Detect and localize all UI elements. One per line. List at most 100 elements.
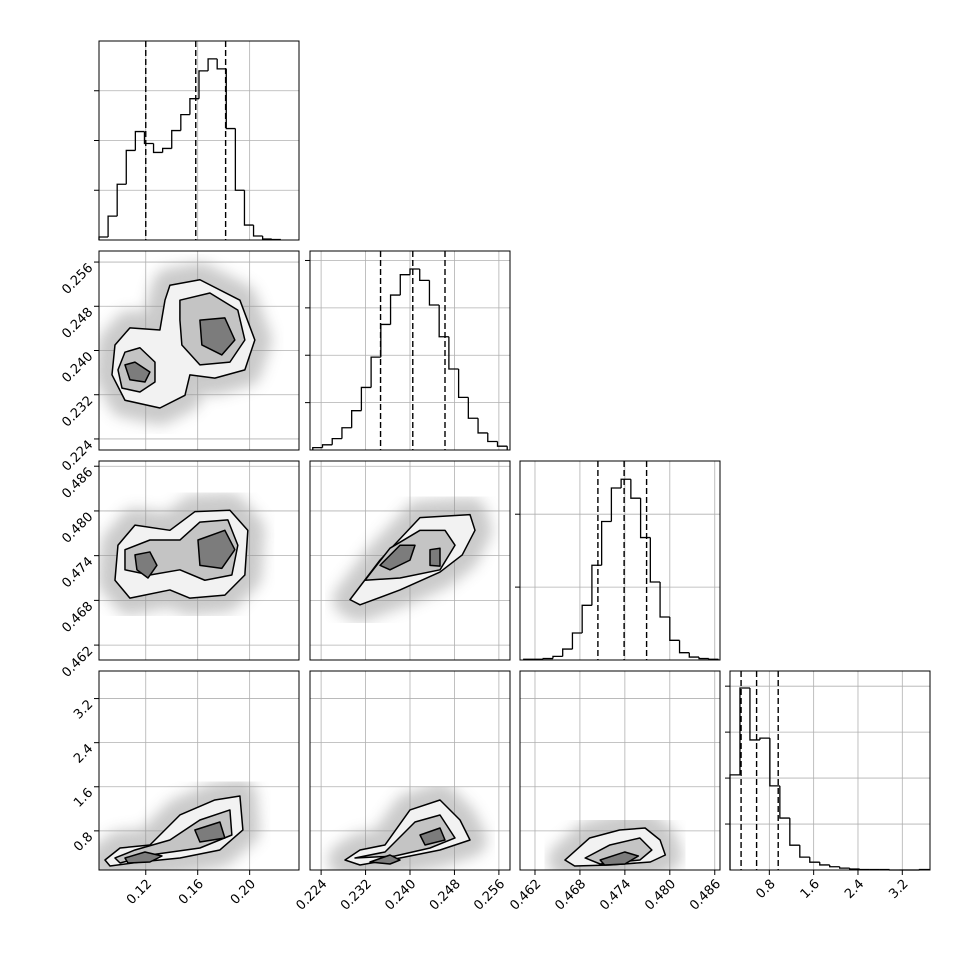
- hist-step: [659, 582, 670, 618]
- hist-step: [161, 147, 172, 153]
- hist-step: [571, 632, 583, 650]
- hist-step: [312, 446, 323, 450]
- hist-step: [116, 183, 127, 217]
- hist-step: [180, 113, 190, 131]
- hist-step: [419, 269, 430, 282]
- hist-step: [252, 225, 263, 237]
- y-tick-label: 0.480: [59, 510, 96, 547]
- x-tick-label: 1.6: [798, 877, 823, 902]
- contour: [369, 854, 401, 865]
- hist-step: [839, 866, 850, 869]
- contour: [124, 851, 163, 864]
- hist-step: [380, 323, 391, 358]
- x-tick-label: 3.2: [886, 877, 911, 902]
- contour: [199, 317, 236, 356]
- hist-step: [581, 604, 592, 634]
- hist-step: [207, 58, 218, 71]
- hist-step: [409, 268, 420, 275]
- hist-step: [331, 437, 342, 445]
- y-tick-label: 0.240: [59, 349, 96, 386]
- hist-step: [610, 487, 622, 522]
- hist-step: [639, 498, 651, 539]
- hist-step: [125, 149, 136, 185]
- hist-step: [261, 236, 272, 240]
- x-tick-label: 0.486: [687, 877, 724, 914]
- density-panel: [99, 262, 272, 425]
- panel-frame: [98, 670, 300, 871]
- hist-step: [171, 129, 181, 149]
- histogram: [98, 58, 282, 241]
- hist-step: [225, 68, 236, 130]
- contour: [379, 544, 416, 571]
- contour: [197, 529, 236, 570]
- hist-step: [789, 818, 800, 846]
- hist-step: [428, 280, 440, 306]
- x-tick-label: 0.12: [124, 877, 155, 908]
- contour: [134, 551, 158, 579]
- y-tick-label: 0.462: [59, 644, 96, 681]
- hist-step: [341, 427, 352, 439]
- hist-step: [600, 520, 612, 566]
- x-tick-label: 0.256: [471, 877, 508, 914]
- panel-frame: [519, 670, 721, 871]
- density-panel: [99, 493, 265, 616]
- hist-step: [849, 868, 860, 870]
- y-tick-label: 1.6: [71, 785, 96, 810]
- x-tick-label: 0.468: [552, 877, 589, 914]
- x-tick-label: 0.8: [753, 877, 778, 902]
- x-tick-label: 0.20: [228, 877, 259, 908]
- hist-step: [542, 657, 553, 660]
- hist-step: [688, 652, 700, 658]
- x-tick-label: 2.4: [842, 877, 867, 902]
- hist-step: [708, 658, 719, 660]
- hist-step: [134, 130, 145, 151]
- x-tick-label: 0.462: [507, 877, 544, 914]
- y-tick-label: 2.4: [71, 741, 96, 766]
- hist-step: [649, 537, 661, 583]
- density-panel: [99, 778, 260, 870]
- hist-step: [591, 564, 602, 606]
- panel-frame: [98, 40, 300, 241]
- hist-step: [487, 432, 498, 443]
- y-tick-label: 0.256: [59, 261, 96, 298]
- x-tick-label: 0.224: [293, 877, 330, 914]
- hist-step: [759, 737, 770, 740]
- contour: [419, 827, 446, 846]
- y-tick-label: 0.248: [59, 305, 96, 342]
- y-tick-label: 0.8: [71, 830, 96, 855]
- panel-frame: [309, 250, 511, 451]
- density-panel: [547, 810, 683, 870]
- x-tick-label: 0.474: [597, 877, 634, 914]
- y-tick-label: 0.468: [59, 599, 96, 636]
- hist-step: [107, 215, 118, 238]
- hist-step: [234, 128, 245, 191]
- hist-step: [799, 845, 810, 858]
- hist-step: [678, 640, 690, 654]
- hist-step: [729, 774, 740, 870]
- hist-step: [620, 478, 631, 488]
- contour: [599, 851, 640, 866]
- x-tick-label: 0.240: [382, 877, 419, 914]
- panel-frame: [519, 460, 721, 661]
- hist-step: [216, 58, 227, 70]
- hist-step: [457, 368, 469, 399]
- hist-step: [496, 441, 508, 447]
- hist-step: [769, 738, 780, 787]
- hist-step: [552, 655, 563, 659]
- y-tick-label: 3.2: [71, 697, 96, 722]
- contour: [354, 814, 456, 859]
- density-panel: [333, 497, 492, 622]
- hist-step: [739, 687, 750, 775]
- hist-step: [819, 862, 830, 866]
- hist-step: [438, 305, 449, 338]
- panel-frame: [98, 460, 300, 661]
- hist-step: [360, 386, 372, 411]
- x-tick-label: 0.248: [427, 877, 464, 914]
- hist-step: [321, 444, 333, 448]
- histogram: [729, 687, 931, 871]
- hist-step: [467, 397, 479, 419]
- hist-step: [243, 190, 254, 226]
- hist-step: [399, 274, 410, 296]
